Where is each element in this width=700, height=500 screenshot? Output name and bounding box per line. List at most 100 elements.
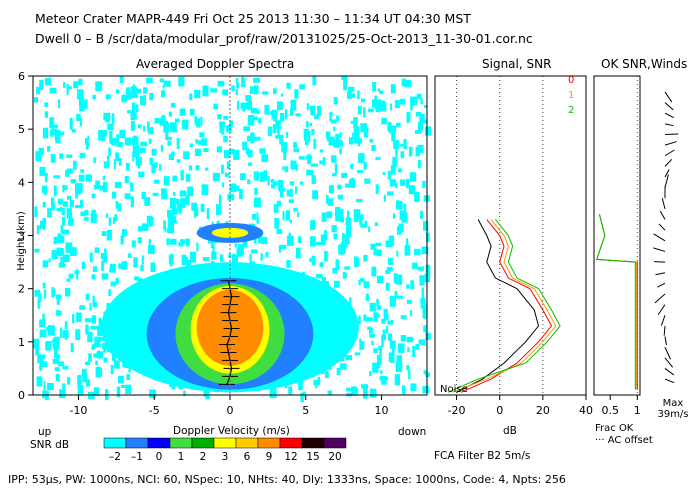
noise-speckle <box>234 243 238 248</box>
noise-speckle <box>130 120 135 131</box>
noise-speckle <box>319 160 323 165</box>
noise-speckle <box>299 84 306 90</box>
noise-speckle <box>97 325 100 330</box>
noise-speckle <box>163 220 166 230</box>
noise-speckle <box>217 80 225 87</box>
noise-speckle <box>77 374 82 386</box>
noise-speckle <box>201 138 207 146</box>
noise-speckle <box>141 192 146 200</box>
noise-speckle <box>374 222 379 227</box>
noise-speckle <box>425 264 431 276</box>
noise-speckle <box>62 366 69 370</box>
noise-speckle <box>179 108 186 116</box>
noise-speckle <box>85 361 91 365</box>
noise-speckle <box>274 217 280 229</box>
noise-speckle <box>70 179 77 184</box>
noise-speckle <box>219 121 226 127</box>
noise-speckle <box>408 369 411 380</box>
wind-arrow <box>664 141 677 146</box>
noise-speckle <box>400 143 406 147</box>
noise-speckle <box>304 139 309 145</box>
frac-ok-line <box>596 214 636 390</box>
noise-speckle <box>333 140 337 148</box>
noise-speckle <box>75 183 81 195</box>
noise-speckle <box>410 383 417 392</box>
noise-speckle <box>160 144 164 152</box>
noise-speckle <box>97 328 103 336</box>
noise-speckle <box>87 135 90 140</box>
noise-speckle <box>347 91 352 100</box>
x-tick-label: -10 <box>69 404 87 417</box>
wind-arrow <box>664 102 674 111</box>
noise-speckle <box>149 157 154 165</box>
wind-arrow <box>664 123 674 127</box>
noise-speckle <box>93 184 100 190</box>
y-tick-label: 5 <box>18 123 25 136</box>
noise-speckle <box>221 128 224 135</box>
noise-speckle <box>278 245 282 253</box>
noise-speckle <box>75 329 81 341</box>
noise-speckle <box>35 151 42 162</box>
noise-speckle <box>62 229 70 235</box>
noise-speckle <box>223 116 229 120</box>
noise-speckle <box>221 164 224 174</box>
noise-speckle <box>177 203 183 212</box>
noise-speckle <box>363 387 368 399</box>
noise-speckle <box>39 166 46 176</box>
noise-speckle <box>387 170 391 180</box>
noise-speckle <box>178 76 185 87</box>
noise-speckle <box>46 383 54 391</box>
noise-speckle <box>55 354 61 359</box>
noise-speckle <box>133 112 137 120</box>
noise-speckle <box>332 267 338 274</box>
noise-speckle <box>359 341 365 350</box>
noise-speckle <box>85 174 92 182</box>
noise-speckle <box>101 260 104 271</box>
noise-speckle <box>253 171 260 181</box>
noise-speckle <box>42 260 49 268</box>
noise-speckle <box>341 76 348 81</box>
noise-speckle <box>195 165 200 171</box>
noise-speckle <box>295 113 301 117</box>
noise-speckle <box>345 183 351 188</box>
noise-speckle <box>101 273 109 280</box>
noise-speckle <box>265 251 269 258</box>
noise-speckle <box>103 347 107 353</box>
noise-speckle <box>137 226 143 232</box>
noise-speckle <box>302 391 306 397</box>
noise-speckle <box>226 161 231 170</box>
noise-speckle <box>346 387 351 392</box>
noise-speckle <box>394 99 400 109</box>
noise-speckle <box>171 151 175 156</box>
noise-speckle <box>48 258 51 263</box>
noise-speckle <box>111 113 115 124</box>
noise-speckle <box>53 348 58 359</box>
noise-speckle <box>78 174 85 182</box>
noise-speckle <box>378 345 382 351</box>
noise-speckle <box>63 185 68 191</box>
noise-speckle <box>247 99 252 111</box>
noise-speckle <box>126 374 131 381</box>
noise-speckle <box>84 217 89 221</box>
noise-speckle <box>421 119 428 124</box>
noise-speckle <box>396 250 399 257</box>
noise-speckle <box>160 188 167 195</box>
noise-speckle <box>396 355 403 367</box>
noise-speckle <box>211 221 214 225</box>
noise-speckle <box>92 295 95 307</box>
noise-speckle <box>231 183 237 189</box>
noise-speckle <box>33 338 40 349</box>
noise-speckle <box>410 101 413 111</box>
wind-arrow <box>660 315 666 326</box>
noise-speckle <box>60 257 64 267</box>
noise-speckle <box>247 149 253 158</box>
colorbar-swatch <box>301 437 325 449</box>
noise-speckle <box>109 263 116 273</box>
noise-speckle <box>121 94 128 103</box>
noise-speckle <box>52 358 60 365</box>
noise-speckle <box>386 267 393 272</box>
noise-speckle <box>68 217 74 225</box>
noise-speckle <box>262 91 269 95</box>
noise-speckle <box>128 253 132 259</box>
y-tick-label: 2 <box>18 283 25 296</box>
